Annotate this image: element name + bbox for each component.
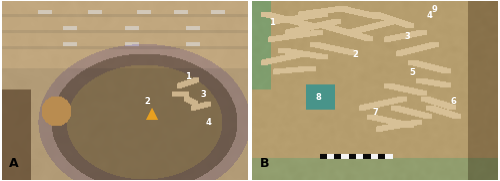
Text: A: A — [10, 157, 19, 169]
Text: 1: 1 — [185, 72, 190, 81]
Text: 2: 2 — [144, 97, 150, 106]
Text: 3: 3 — [404, 32, 410, 41]
Text: 4: 4 — [206, 118, 212, 127]
Text: 5: 5 — [409, 68, 415, 77]
Text: 2: 2 — [352, 50, 358, 59]
Text: 3: 3 — [201, 90, 206, 99]
Text: 9: 9 — [431, 5, 437, 14]
Text: 4: 4 — [426, 10, 432, 20]
Text: B: B — [260, 157, 269, 169]
Text: 6: 6 — [451, 97, 456, 106]
Text: 8: 8 — [316, 93, 322, 102]
Text: 1: 1 — [268, 18, 274, 27]
Text: 7: 7 — [372, 108, 378, 117]
